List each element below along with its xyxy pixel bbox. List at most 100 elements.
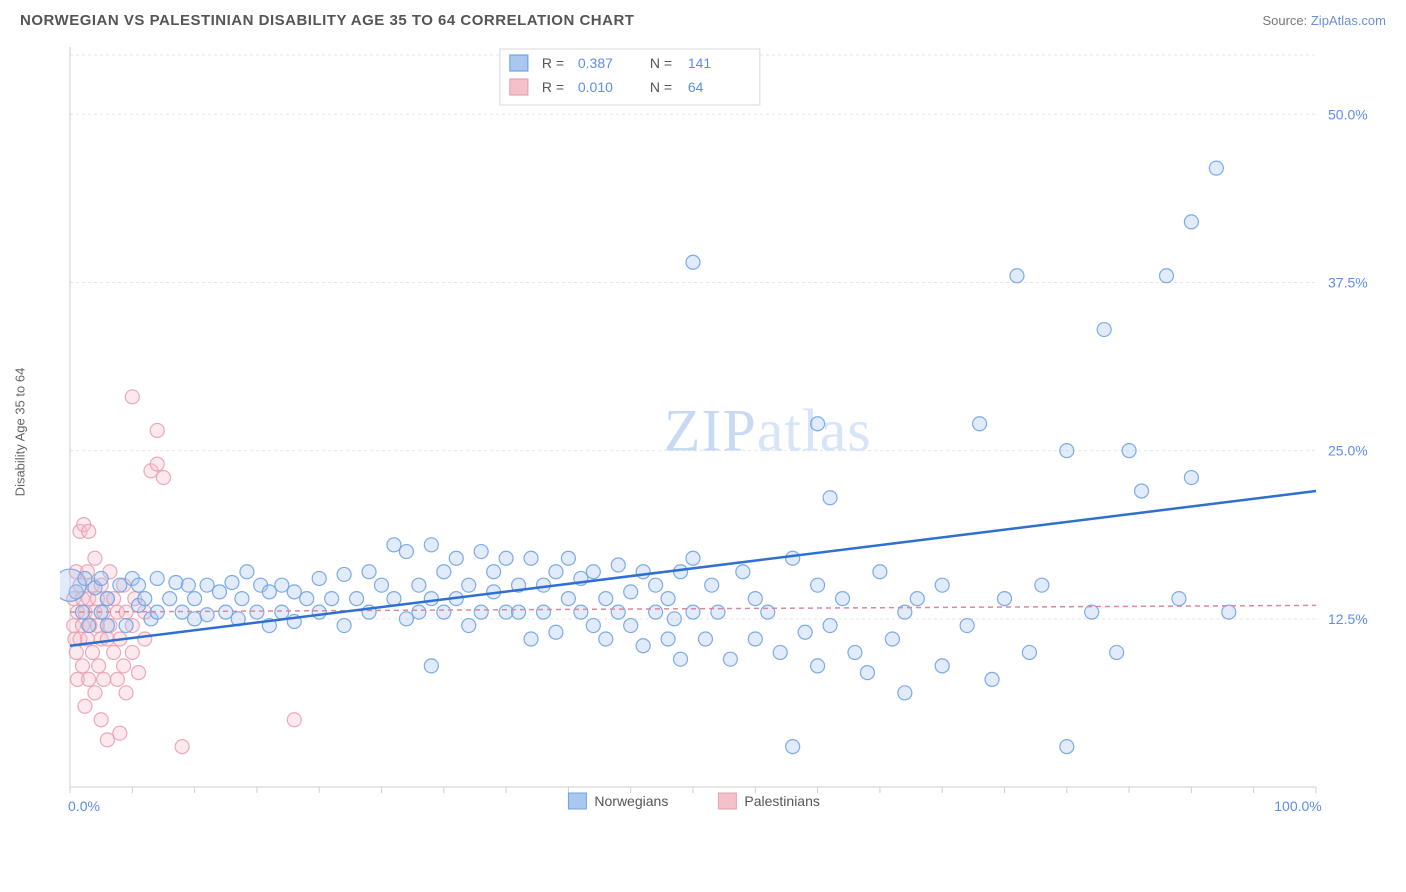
data-point <box>117 659 131 673</box>
data-point <box>1060 740 1074 754</box>
data-point <box>107 645 121 659</box>
y-tick-label: 37.5% <box>1328 274 1368 290</box>
data-point <box>499 551 513 565</box>
data-point <box>1135 484 1149 498</box>
data-point <box>88 686 102 700</box>
data-point <box>574 605 588 619</box>
data-point <box>375 578 389 592</box>
data-point <box>661 592 675 606</box>
data-point <box>312 605 326 619</box>
data-point <box>387 592 401 606</box>
data-point <box>412 578 426 592</box>
data-point <box>449 551 463 565</box>
data-point <box>1035 578 1049 592</box>
data-point <box>337 567 351 581</box>
data-point <box>561 551 575 565</box>
data-point <box>181 578 195 592</box>
legend-r-label: R = <box>542 79 564 95</box>
data-point <box>200 578 214 592</box>
data-point <box>474 605 488 619</box>
data-point <box>1110 645 1124 659</box>
data-point <box>549 625 563 639</box>
data-point <box>611 605 625 619</box>
data-point <box>973 417 987 431</box>
data-point <box>219 605 233 619</box>
data-point <box>811 417 825 431</box>
data-point <box>1010 269 1024 283</box>
data-point <box>860 666 874 680</box>
data-point <box>132 578 146 592</box>
data-point <box>100 733 114 747</box>
data-point <box>649 605 663 619</box>
data-point <box>138 592 152 606</box>
legend-swatch <box>718 793 736 809</box>
data-point <box>836 592 850 606</box>
legend-n-label: N = <box>650 55 672 71</box>
y-tick-label: 25.0% <box>1328 443 1368 459</box>
data-point <box>1222 605 1236 619</box>
data-point <box>549 565 563 579</box>
watermark: ZIPatlas <box>664 398 872 464</box>
data-point <box>599 632 613 646</box>
data-point <box>92 659 106 673</box>
data-point <box>686 551 700 565</box>
data-point <box>85 645 99 659</box>
data-point <box>885 632 899 646</box>
data-point <box>536 605 550 619</box>
data-point <box>811 659 825 673</box>
data-point <box>94 713 108 727</box>
page-title: NORWEGIAN VS PALESTINIAN DISABILITY AGE … <box>20 12 634 29</box>
data-point <box>412 605 426 619</box>
data-point <box>1184 471 1198 485</box>
data-point <box>599 592 613 606</box>
data-point <box>686 605 700 619</box>
data-point <box>1097 323 1111 337</box>
data-point <box>636 639 650 653</box>
data-point <box>225 575 239 589</box>
series-legend: NorwegiansPalestinians <box>568 793 820 809</box>
data-point <box>78 699 92 713</box>
data-point <box>487 565 501 579</box>
data-point <box>156 471 170 485</box>
data-point <box>686 255 700 269</box>
y-axis-label: Disability Age 35 to 64 <box>13 368 28 497</box>
y-tick-label: 50.0% <box>1328 106 1368 122</box>
data-point <box>188 592 202 606</box>
data-point <box>1184 215 1198 229</box>
data-point <box>94 571 108 585</box>
data-point <box>437 565 451 579</box>
data-point <box>113 726 127 740</box>
data-point <box>275 578 289 592</box>
x-max-label: 100.0% <box>1274 798 1321 814</box>
data-point <box>624 619 638 633</box>
data-point <box>667 612 681 626</box>
data-point <box>661 632 675 646</box>
data-point <box>82 672 96 686</box>
data-point <box>100 592 114 606</box>
data-point <box>399 545 413 559</box>
data-point <box>113 578 127 592</box>
y-tick-label: 12.5% <box>1328 611 1368 627</box>
data-point <box>524 632 538 646</box>
data-point <box>75 659 89 673</box>
source-link[interactable]: ZipAtlas.com <box>1311 13 1386 28</box>
data-point <box>1209 161 1223 175</box>
data-point <box>748 592 762 606</box>
data-point <box>132 666 146 680</box>
legend-label: Palestinians <box>744 793 820 809</box>
data-point <box>235 592 249 606</box>
data-point <box>125 645 139 659</box>
data-point <box>935 578 949 592</box>
legend-n-value: 141 <box>688 55 712 71</box>
data-point <box>960 619 974 633</box>
data-point <box>424 592 438 606</box>
data-point <box>524 551 538 565</box>
legend-r-value: 0.387 <box>578 55 613 71</box>
correlation-legend: R =0.387N =141R =0.010N =64 <box>500 49 760 105</box>
series-norwegians <box>60 161 1236 754</box>
data-point <box>674 652 688 666</box>
data-point <box>698 632 712 646</box>
data-point <box>287 713 301 727</box>
data-point <box>773 645 787 659</box>
data-point <box>387 538 401 552</box>
